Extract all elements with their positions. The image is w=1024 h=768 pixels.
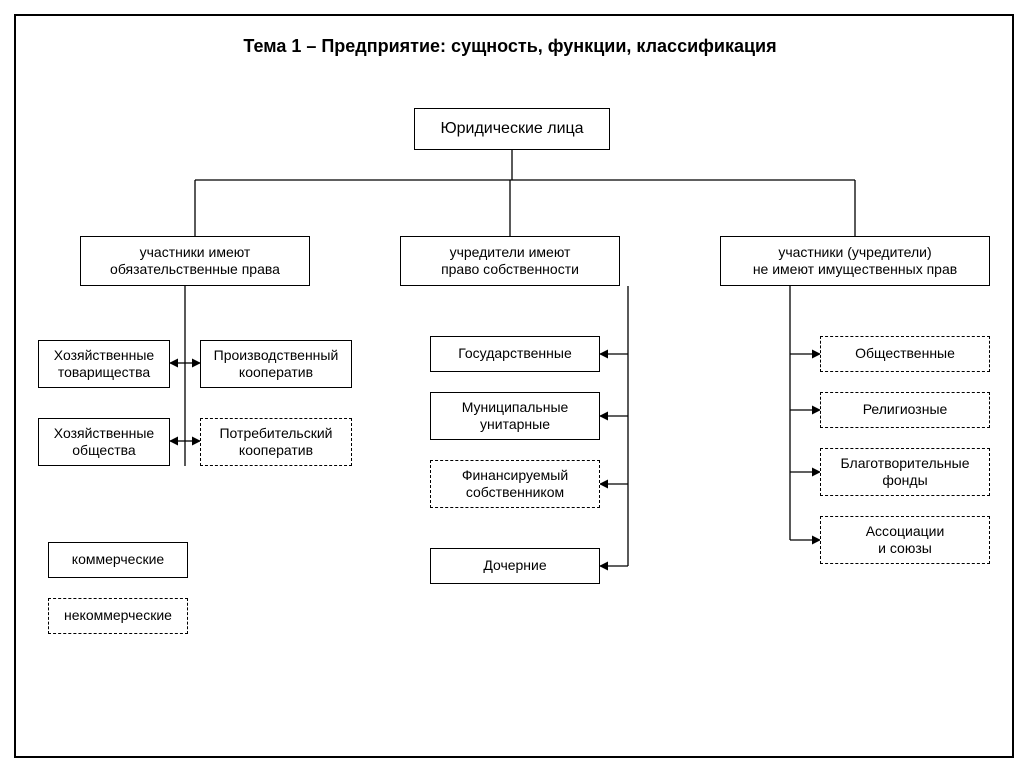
node-n31: Общественные [820,336,990,372]
node-label: Хозяйственные общества [54,425,154,460]
node-label: Муниципальные унитарные [462,399,569,434]
node-label: Религиозные [863,401,948,419]
node-n14: Потребительский кооператив [200,418,352,466]
node-label: Финансируемый собственником [462,467,568,502]
node-n23: Финансируемый собственником [430,460,600,508]
node-label: Общественные [855,345,955,363]
node-n34: Ассоциации и союзы [820,516,990,564]
node-cat2: учредители имеют право собственности [400,236,620,286]
node-label: Юридические лица [440,119,583,139]
node-n12: Производственный кооператив [200,340,352,388]
node-n13: Хозяйственные общества [38,418,170,466]
node-label: участники имеют обязательственные права [110,244,280,279]
node-n32: Религиозные [820,392,990,428]
node-label: Потребительский кооператив [219,425,332,460]
node-label: участники (учредители) не имеют имуществ… [753,244,957,279]
node-label: некоммерческие [64,607,172,625]
node-root: Юридические лица [414,108,610,150]
node-label: Ассоциации и союзы [866,523,945,558]
node-n11: Хозяйственные товарищества [38,340,170,388]
node-legend2: некоммерческие [48,598,188,634]
node-n33: Благотворительные фонды [820,448,990,496]
node-n24: Дочерние [430,548,600,584]
node-label: Государственные [458,345,572,363]
node-label: коммерческие [72,551,164,569]
node-label: Дочерние [483,557,546,575]
node-label: Хозяйственные товарищества [54,347,154,382]
node-label: учредители имеют право собственности [441,244,579,279]
node-label: Благотворительные фонды [841,455,970,490]
node-cat1: участники имеют обязательственные права [80,236,310,286]
node-n22: Муниципальные унитарные [430,392,600,440]
node-label: Производственный кооператив [214,347,339,382]
node-n21: Государственные [430,336,600,372]
node-cat3: участники (учредители) не имеют имуществ… [720,236,990,286]
node-legend1: коммерческие [48,542,188,578]
